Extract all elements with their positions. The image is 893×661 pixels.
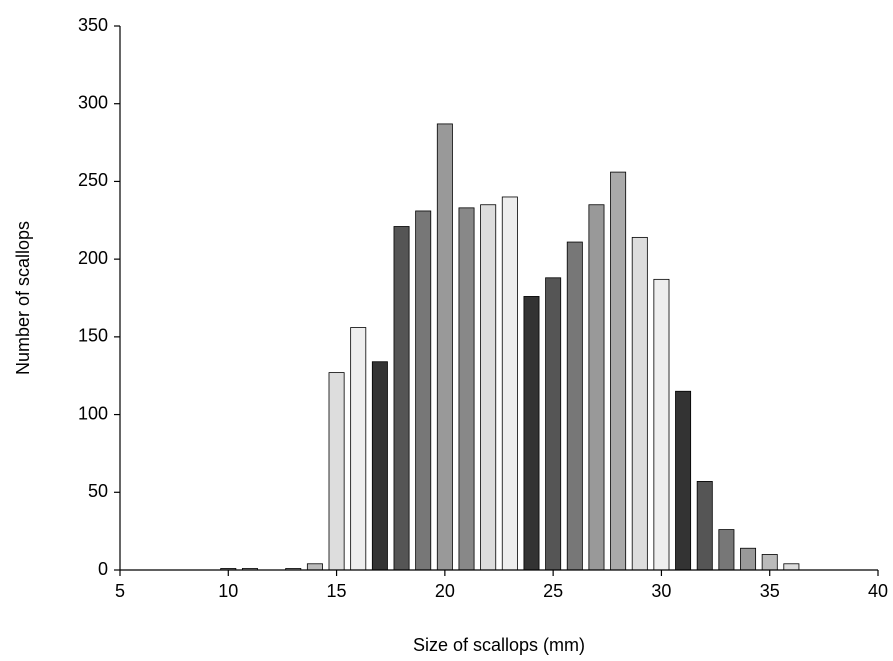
bar bbox=[350, 327, 367, 571]
y-tick-label: 250 bbox=[78, 170, 108, 190]
bar bbox=[675, 390, 692, 571]
x-tick-label: 25 bbox=[543, 581, 563, 601]
bar bbox=[653, 278, 670, 571]
y-tick-label: 100 bbox=[78, 403, 108, 423]
bar bbox=[545, 277, 562, 571]
bar bbox=[761, 554, 778, 571]
bar bbox=[328, 372, 345, 571]
bar bbox=[306, 563, 323, 571]
bar bbox=[588, 204, 605, 571]
y-tick-label: 300 bbox=[78, 92, 108, 112]
y-tick-label: 0 bbox=[98, 559, 108, 579]
bar bbox=[610, 171, 627, 571]
bar bbox=[631, 236, 648, 571]
x-tick-label: 30 bbox=[651, 581, 671, 601]
bar bbox=[696, 481, 713, 571]
x-tick-label: 10 bbox=[218, 581, 238, 601]
bar bbox=[458, 207, 475, 571]
y-axis-title: Number of scallops bbox=[13, 221, 33, 375]
y-tick-label: 50 bbox=[88, 481, 108, 501]
x-tick-label: 35 bbox=[760, 581, 780, 601]
bar bbox=[393, 226, 410, 571]
bar bbox=[740, 547, 757, 571]
y-tick-label: 350 bbox=[78, 15, 108, 35]
x-tick-label: 20 bbox=[435, 581, 455, 601]
bar bbox=[415, 210, 432, 571]
x-tick-label: 15 bbox=[327, 581, 347, 601]
bar bbox=[480, 204, 497, 571]
x-tick-label: 5 bbox=[115, 581, 125, 601]
bar bbox=[523, 296, 540, 571]
bar bbox=[783, 563, 800, 571]
bar bbox=[501, 196, 518, 571]
bar bbox=[718, 529, 735, 571]
x-tick-label: 40 bbox=[868, 581, 888, 601]
bar bbox=[436, 123, 453, 571]
y-tick-label: 150 bbox=[78, 326, 108, 346]
bar bbox=[371, 361, 388, 571]
bar bbox=[566, 241, 583, 571]
y-tick-label: 200 bbox=[78, 248, 108, 268]
x-axis-title: Size of scallops (mm) bbox=[413, 635, 585, 655]
